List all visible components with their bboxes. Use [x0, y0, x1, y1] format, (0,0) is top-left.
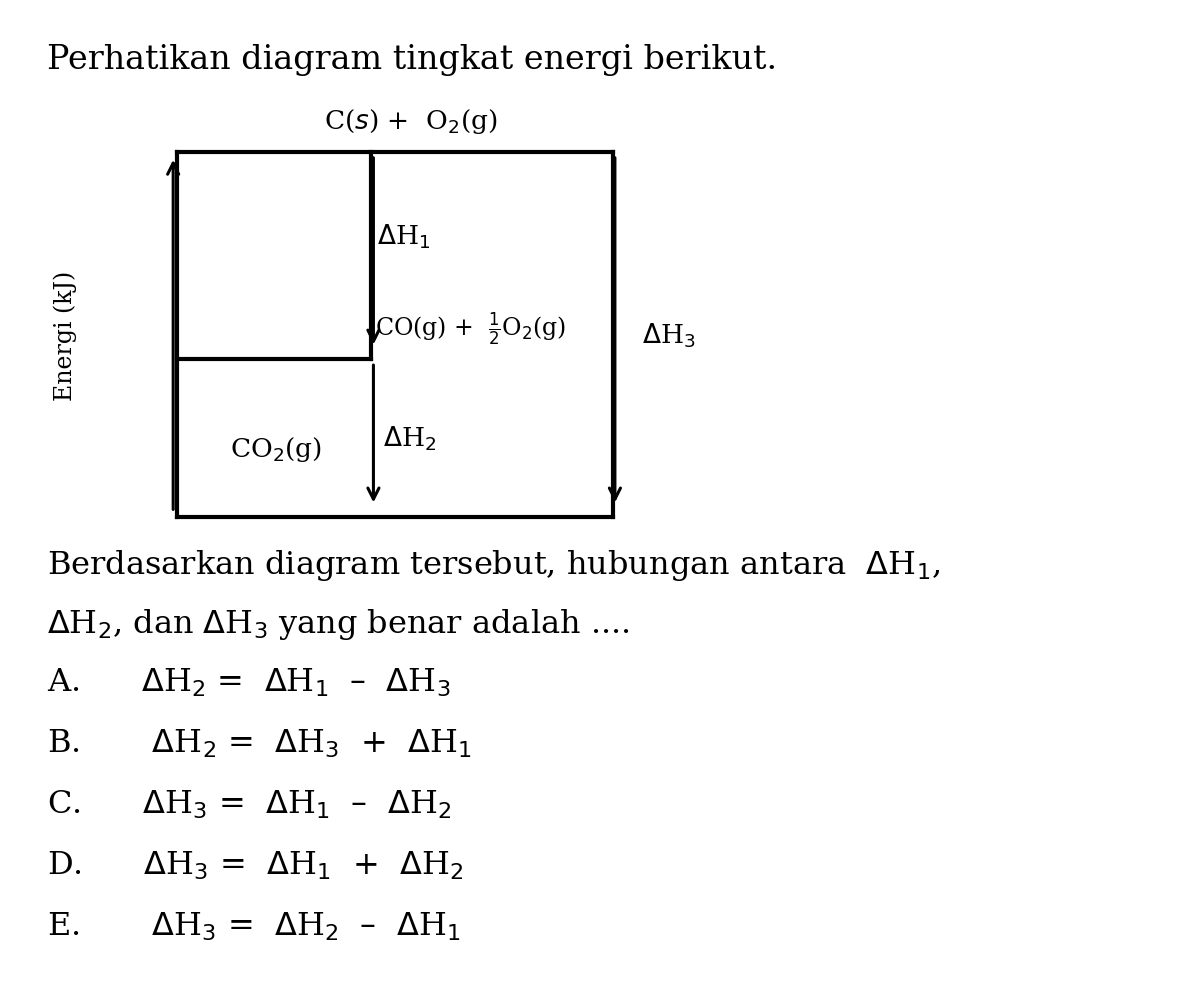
Text: Energi (kJ): Energi (kJ) — [53, 270, 77, 400]
Text: D.      $\Delta$H$_3$ =  $\Delta$H$_1$  +  $\Delta$H$_2$: D. $\Delta$H$_3$ = $\Delta$H$_1$ + $\Del… — [47, 849, 463, 881]
Text: CO(g) +  $\frac{1}{2}$O$_2$(g): CO(g) + $\frac{1}{2}$O$_2$(g) — [375, 311, 565, 348]
Text: E.       $\Delta$H$_3$ =  $\Delta$H$_2$  –  $\Delta$H$_1$: E. $\Delta$H$_3$ = $\Delta$H$_2$ – $\Del… — [47, 910, 461, 943]
Text: CO$_2$(g): CO$_2$(g) — [230, 434, 322, 463]
Text: C($s$) +  O$_2$(g): C($s$) + O$_2$(g) — [324, 107, 497, 136]
Text: Perhatikan diagram tingkat energi berikut.: Perhatikan diagram tingkat energi beriku… — [47, 44, 777, 76]
Text: $\Delta$H$_2$: $\Delta$H$_2$ — [383, 425, 436, 453]
Text: B.       $\Delta$H$_2$ =  $\Delta$H$_3$  +  $\Delta$H$_1$: B. $\Delta$H$_2$ = $\Delta$H$_3$ + $\Del… — [47, 727, 471, 759]
Text: $\Delta$H$_3$: $\Delta$H$_3$ — [642, 321, 695, 349]
Text: Berdasarkan diagram tersebut, hubungan antara  $\Delta$H$_1$,: Berdasarkan diagram tersebut, hubungan a… — [47, 547, 940, 582]
Text: $\Delta$H$_1$: $\Delta$H$_1$ — [377, 223, 430, 250]
Text: A.      $\Delta$H$_2$ =  $\Delta$H$_1$  –  $\Delta$H$_3$: A. $\Delta$H$_2$ = $\Delta$H$_1$ – $\Del… — [47, 666, 451, 698]
Text: C.      $\Delta$H$_3$ =  $\Delta$H$_1$  –  $\Delta$H$_2$: C. $\Delta$H$_3$ = $\Delta$H$_1$ – $\Del… — [47, 788, 451, 820]
Text: $\Delta$H$_2$, dan $\Delta$H$_3$ yang benar adalah ....: $\Delta$H$_2$, dan $\Delta$H$_3$ yang be… — [47, 606, 630, 641]
